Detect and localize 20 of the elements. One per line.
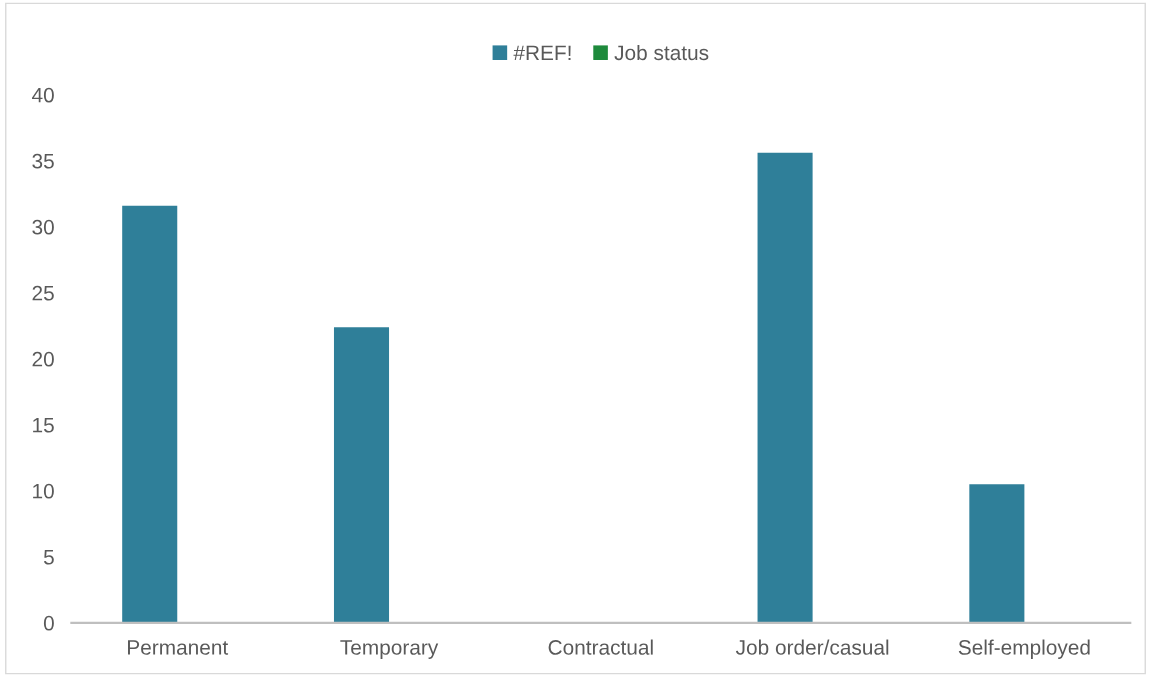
bar: [757, 152, 813, 623]
x-tick-label: Temporary: [340, 640, 439, 659]
y-tick-label: 40: [32, 87, 54, 103]
y-tick-label: 25: [32, 285, 54, 301]
y-tick-label: 15: [33, 418, 54, 433]
bar: [122, 205, 178, 623]
x-tick-label: Permanent: [128, 640, 229, 655]
x-tick-label: Job order/casual: [735, 639, 889, 655]
y-tick-label: 20: [32, 351, 54, 367]
x-tick-label: Contractual: [548, 639, 653, 655]
x-tick-label: Self-employed: [958, 639, 1090, 659]
legend-label: Job status: [614, 44, 709, 61]
bar: [969, 484, 1025, 623]
legend-label: #REF!: [513, 45, 571, 60]
y-tick-label: 0: [43, 615, 54, 631]
y-tick-label: 10: [33, 483, 54, 499]
y-tick-label: 35: [32, 153, 54, 169]
bar: [333, 327, 390, 623]
y-tick-label: 30: [32, 219, 54, 235]
y-tick-label: 5: [43, 550, 54, 565]
